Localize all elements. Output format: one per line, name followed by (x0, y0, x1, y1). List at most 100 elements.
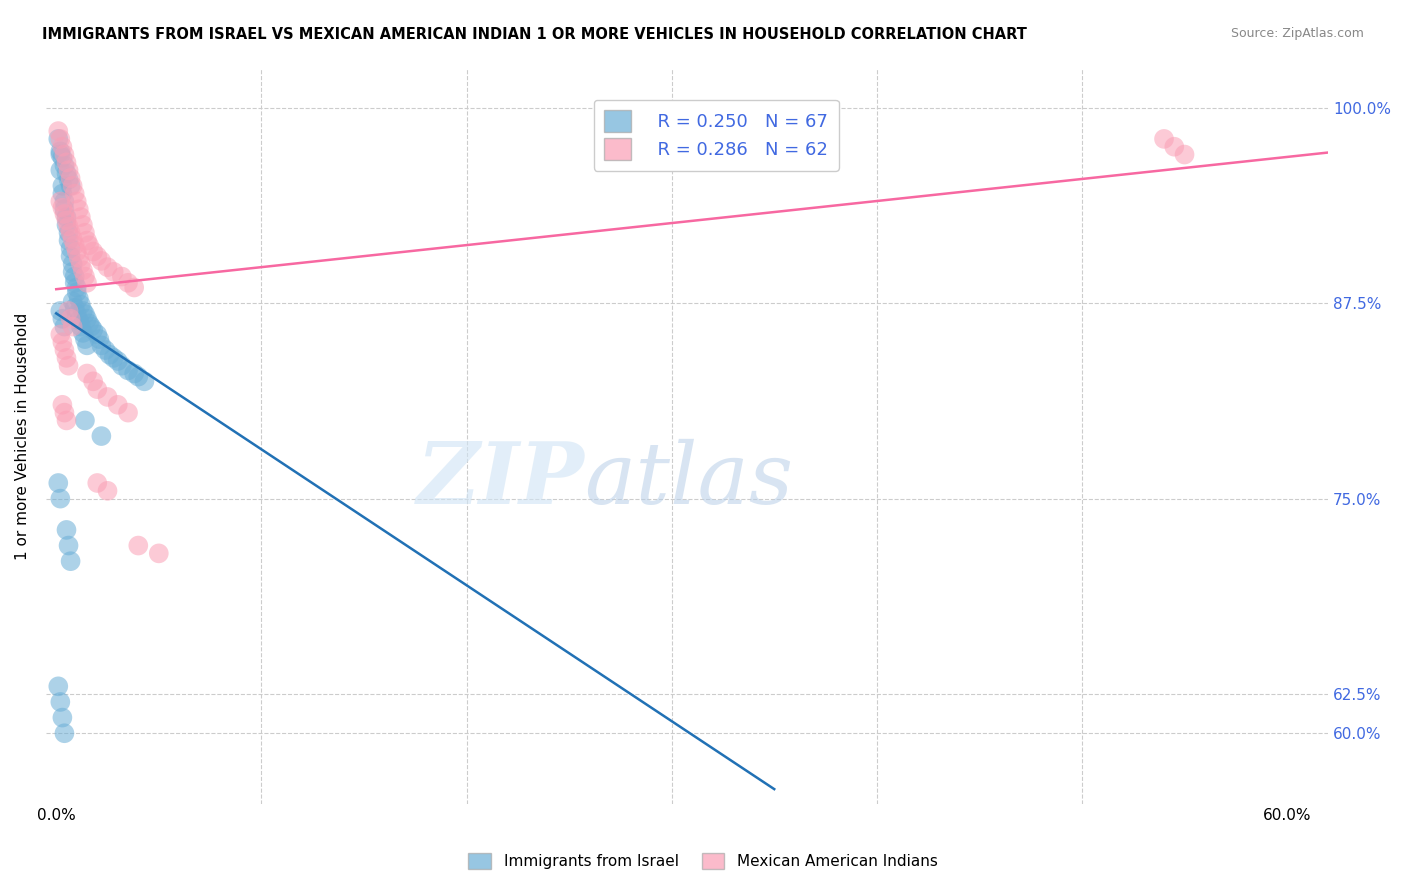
Point (58, 172, 80, 186)
Point (59, 178, 82, 193)
Point (53, 406, 76, 420)
Point (53, 319, 76, 334)
Point (70, 319, 93, 334)
Text: IMMIGRANTS FROM ISRAEL VS MEXICAN AMERICAN INDIAN 1 OR MORE VEHICLES IN HOUSEHOL: IMMIGRANTS FROM ISRAEL VS MEXICAN AMERIC… (42, 27, 1026, 42)
Point (90, 253, 112, 268)
Point (63, 301, 86, 315)
Point (58, 539, 80, 553)
Point (58, 226, 80, 240)
Point (96, 390, 118, 404)
Legend:   R = 0.250   N = 67,   R = 0.286   N = 62: R = 0.250 N = 67, R = 0.286 N = 62 (593, 100, 838, 170)
Point (90, 338, 112, 352)
Point (122, 280, 145, 294)
Point (58, 163, 80, 178)
Point (72, 263, 94, 277)
Point (51, 335, 73, 350)
Point (51, 311, 73, 326)
Point (70, 298, 93, 312)
Point (107, 354, 129, 368)
Point (63, 238, 86, 252)
Point (76, 367, 98, 381)
Point (148, 546, 170, 560)
Point (66, 280, 89, 294)
Point (49, 695, 72, 709)
Point (117, 363, 139, 377)
Point (62, 232, 84, 246)
Point (63, 276, 86, 290)
Point (58, 304, 80, 318)
Point (55, 166, 77, 180)
Point (58, 219, 80, 234)
Point (53, 194, 76, 209)
Point (72, 326, 94, 340)
Point (46, 124, 69, 138)
Point (55, 155, 77, 169)
Point (86, 475, 108, 490)
Point (55, 523, 77, 537)
Point (122, 367, 145, 381)
Legend: Immigrants from Israel, Mexican American Indians: Immigrants from Israel, Mexican American… (463, 847, 943, 875)
Point (76, 338, 98, 352)
Point (80, 319, 103, 334)
Point (62, 319, 84, 334)
Point (127, 539, 149, 553)
Point (51, 398, 73, 412)
Point (51, 186, 73, 201)
Point (62, 257, 84, 271)
Point (76, 234, 98, 248)
Point (55, 213, 77, 227)
Point (59, 171, 82, 186)
Point (62, 178, 84, 193)
Point (82, 374, 104, 388)
Point (49, 304, 72, 318)
Point (55, 218, 77, 232)
Point (77, 317, 100, 331)
Point (103, 351, 125, 365)
Point (59, 554, 82, 568)
Point (49, 132, 72, 146)
Point (1173, 147, 1195, 161)
Point (73, 226, 96, 240)
Point (90, 429, 112, 443)
Point (67, 292, 90, 306)
Point (73, 332, 96, 346)
Point (107, 398, 129, 412)
Point (55, 351, 77, 365)
Point (89, 332, 111, 346)
Point (66, 194, 89, 209)
Point (103, 265, 125, 279)
Point (51, 710, 73, 724)
Point (66, 244, 89, 259)
Point (127, 369, 149, 384)
Point (53, 207, 76, 221)
Point (67, 202, 90, 217)
Text: Source: ZipAtlas.com: Source: ZipAtlas.com (1230, 27, 1364, 40)
Point (77, 238, 100, 252)
Text: atlas: atlas (585, 439, 793, 522)
Point (46, 679, 69, 693)
Point (96, 260, 118, 274)
Point (94, 343, 117, 357)
Point (53, 726, 76, 740)
Point (53, 159, 76, 173)
Point (49, 491, 72, 506)
Point (111, 269, 134, 284)
Point (51, 201, 73, 215)
Point (63, 186, 86, 201)
Point (86, 382, 108, 396)
Point (59, 311, 82, 326)
Point (62, 265, 84, 279)
Point (53, 147, 76, 161)
Point (58, 234, 80, 248)
Point (67, 251, 90, 265)
Point (66, 285, 89, 300)
Point (62, 294, 84, 309)
Point (58, 359, 80, 373)
Point (67, 313, 90, 327)
Point (86, 249, 108, 263)
Point (73, 269, 96, 284)
Point (49, 145, 72, 159)
Point (73, 307, 96, 321)
Point (46, 132, 69, 146)
Point (59, 241, 82, 255)
